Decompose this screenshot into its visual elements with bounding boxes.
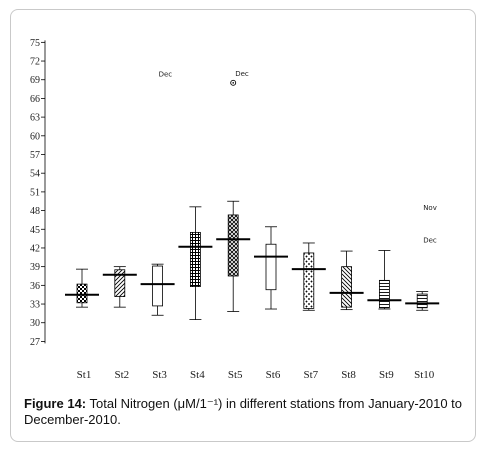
y-axis: 27 30 33 36 39 42 45 48 51 54 57 60 63 66 69 72 75: [30, 38, 46, 348]
annotation-label: Dec: [159, 71, 173, 79]
box-st10: St10: [405, 291, 440, 381]
y-tick-label: 36: [30, 281, 40, 292]
x-tick-label: St3: [152, 369, 167, 381]
box-body: [416, 293, 428, 309]
y-tick-label: 63: [30, 113, 40, 124]
x-tick-label: St9: [379, 369, 394, 381]
box-body: [227, 214, 239, 277]
box-body: [265, 243, 277, 291]
y-tick-label: 27: [30, 337, 40, 348]
x-tick-label: St2: [114, 369, 129, 381]
y-tick-label: 45: [30, 225, 40, 236]
y-tick-label: 69: [30, 75, 40, 86]
box-body: [114, 269, 126, 297]
box-body: [189, 231, 201, 287]
y-tick-label: 33: [30, 300, 40, 311]
box-st3: St3: [140, 263, 175, 381]
box-st8: St8: [329, 250, 364, 381]
box-st2: St2: [102, 266, 137, 381]
box-body: [341, 266, 353, 308]
annotation-label: Nov: [423, 204, 437, 212]
caption-text: Total Nitrogen (μM/1⁻¹) in different sta…: [24, 396, 463, 427]
y-tick-label: 57: [30, 150, 40, 161]
annotations-layer: Dec Dec Nov Dec: [159, 70, 437, 245]
y-tick-label: 39: [30, 262, 40, 273]
x-tick-label: St1: [77, 369, 92, 381]
box-st7: St7: [291, 242, 326, 381]
x-tick-label: St10: [414, 369, 435, 381]
x-tick-label: St7: [303, 369, 318, 381]
y-tick-label: 42: [30, 243, 40, 254]
y-tick-label: 75: [30, 38, 40, 49]
x-tick-label: St5: [228, 369, 243, 381]
box-st4: St4: [178, 206, 213, 381]
outlier-marker-center: [232, 82, 234, 84]
box-st9: St9: [367, 250, 402, 381]
box-body: [378, 279, 390, 309]
y-tick-label: 72: [30, 57, 40, 68]
box-st1: St1: [65, 268, 99, 381]
y-tick-label: 66: [30, 94, 40, 105]
box-st5: St5: [216, 200, 251, 381]
outlier-label: Dec: [235, 70, 249, 78]
figure-frame: [10, 9, 476, 442]
y-tick-label: 54: [30, 169, 40, 180]
x-tick-label: St6: [266, 369, 281, 381]
y-tick-label: 48: [30, 206, 40, 217]
y-tick-label: 51: [30, 187, 40, 198]
figure-caption: Figure 14: Total Nitrogen (μM/1⁻¹) in di…: [24, 396, 470, 428]
box-body: [76, 283, 88, 304]
y-tick-label: 30: [30, 318, 40, 329]
box-body: [303, 252, 315, 309]
boxes-layer: St1 St2 St3 St4 St5 St6 St7 St8 St9 St10: [65, 200, 440, 381]
box-body: [152, 265, 164, 307]
box-st6: St6: [254, 226, 288, 381]
annotation-label: Dec: [423, 236, 437, 244]
x-tick-label: St4: [190, 369, 205, 381]
caption-label: Figure 14:: [24, 396, 87, 411]
x-tick-label: St8: [341, 369, 356, 381]
y-tick-label: 60: [30, 131, 40, 142]
